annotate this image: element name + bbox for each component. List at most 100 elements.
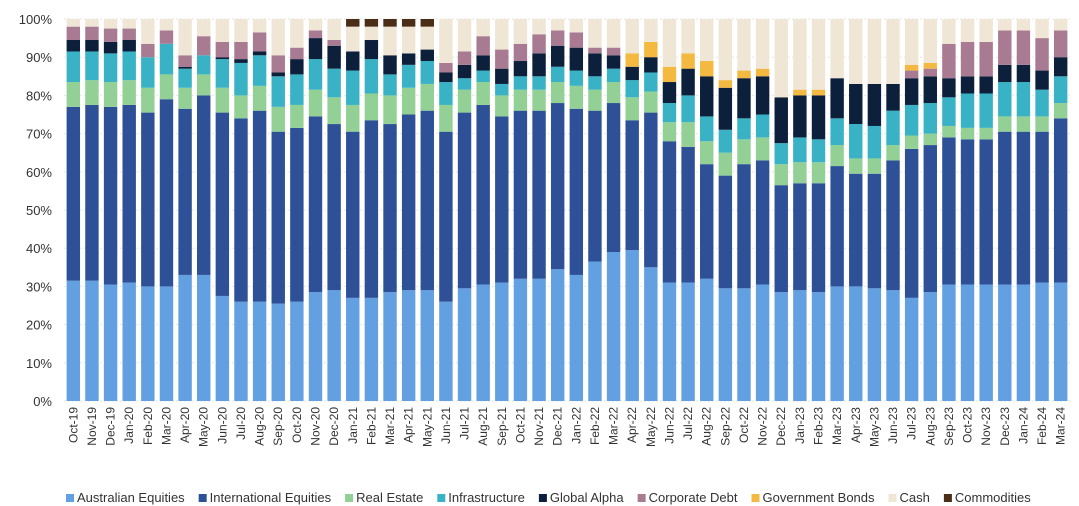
x-tick-label: Nov-22 <box>756 407 770 446</box>
bar-segment <box>122 80 136 105</box>
bar-segment <box>904 104 919 136</box>
bar-segment <box>1035 89 1049 117</box>
bar-segment <box>66 19 81 27</box>
bar-segment <box>1035 131 1049 283</box>
bar-segment <box>867 19 882 84</box>
bar-segment <box>569 19 584 33</box>
x-tick-label: Jul-22 <box>681 407 695 440</box>
bar-segment <box>569 47 584 71</box>
bar-segment <box>569 32 584 48</box>
bar-segment <box>942 19 956 44</box>
bar-segment <box>457 64 472 79</box>
bar-segment <box>923 19 937 63</box>
bar-segment <box>923 62 937 69</box>
x-tick-label: Feb-21 <box>364 407 378 445</box>
bar-segment <box>998 64 1012 83</box>
bar-segment <box>439 19 453 63</box>
bar-segment <box>141 87 155 113</box>
bar-segment <box>532 89 546 111</box>
bar-segment <box>271 131 285 304</box>
bar-segment <box>755 68 770 77</box>
bar-segment <box>197 19 211 37</box>
bar-segment <box>364 297 379 401</box>
bar-segment <box>308 59 323 90</box>
bar-segment <box>886 110 900 146</box>
x-tick-label: May-21 <box>420 407 434 447</box>
bar-segment <box>290 74 304 105</box>
bar-segment <box>513 61 528 77</box>
x-tick-label: Jan-24 <box>1016 407 1030 444</box>
bar-segment <box>401 290 416 401</box>
x-tick-label: Jul-20 <box>234 407 248 440</box>
bar-segment <box>960 93 975 128</box>
bar-segment <box>755 114 770 138</box>
bar-segment <box>700 164 714 279</box>
bar-segment <box>681 122 695 147</box>
x-tick-label: Jan-20 <box>122 407 136 444</box>
bar-segment <box>998 116 1012 132</box>
x-tick-label: Feb-22 <box>588 407 602 445</box>
bar-segment <box>849 83 863 125</box>
bar-segment <box>942 125 956 138</box>
bar-segment <box>979 76 993 94</box>
bar-segment <box>532 34 546 54</box>
x-tick-label: Jul-21 <box>458 407 472 440</box>
bar-segment <box>998 19 1012 31</box>
bar-segment <box>718 80 733 88</box>
bar-segment <box>271 19 285 56</box>
bar-segment <box>103 53 118 83</box>
x-tick-label: Jan-22 <box>569 407 583 444</box>
bar-segment <box>700 19 714 62</box>
bar-segment <box>867 125 882 159</box>
bar-segment <box>308 292 323 401</box>
bar-segment <box>774 185 788 293</box>
bar-segment <box>644 41 658 58</box>
bar-segment <box>383 74 397 96</box>
bar-segment <box>439 62 453 73</box>
bar-segment <box>606 47 621 56</box>
bar-segment <box>85 51 99 81</box>
bar-segment <box>1035 116 1049 132</box>
bar-segment <box>849 158 863 174</box>
bar-segment <box>66 280 81 401</box>
bar-segment <box>886 290 900 401</box>
bar-segment <box>606 82 621 104</box>
bar-segment <box>420 110 434 291</box>
bar-segment <box>476 104 490 285</box>
x-tick-label: Jul-23 <box>905 407 919 440</box>
bar-segment <box>923 103 937 134</box>
bar-segment <box>103 82 118 107</box>
bar-segment <box>495 116 509 283</box>
bar-segment <box>327 40 341 46</box>
bar-segment <box>718 152 733 176</box>
bar-segment <box>215 19 230 42</box>
bar-segment <box>234 95 248 119</box>
bar-segment <box>103 19 118 29</box>
bar-segment <box>774 19 788 98</box>
bar-segment <box>159 99 174 287</box>
bar-segment <box>960 19 975 42</box>
bar-segment <box>867 83 882 126</box>
legend-label: Government Bonds <box>763 490 876 505</box>
bar-segment <box>290 47 304 60</box>
bar-segment <box>1016 284 1031 401</box>
bar-segment <box>346 131 360 298</box>
bar-segment <box>811 183 826 293</box>
bar-segment <box>401 19 416 27</box>
bar-segment <box>457 112 472 289</box>
bar-segment <box>625 120 639 251</box>
bar-segment <box>1053 103 1068 119</box>
bar-segment <box>420 61 434 84</box>
bar-segment <box>867 158 882 174</box>
bar-segment <box>513 43 528 62</box>
y-tick-label: 70% <box>26 127 52 142</box>
bar-segment <box>271 303 285 401</box>
bar-segment <box>495 282 509 401</box>
x-tick-label: Feb-20 <box>141 407 155 445</box>
bar-segment <box>811 95 826 140</box>
bar-segment <box>1016 30 1031 65</box>
y-tick-label: 10% <box>26 356 52 371</box>
x-tick-label: Oct-22 <box>737 407 751 443</box>
bar-segment <box>849 19 863 84</box>
bar-segment <box>364 40 379 60</box>
